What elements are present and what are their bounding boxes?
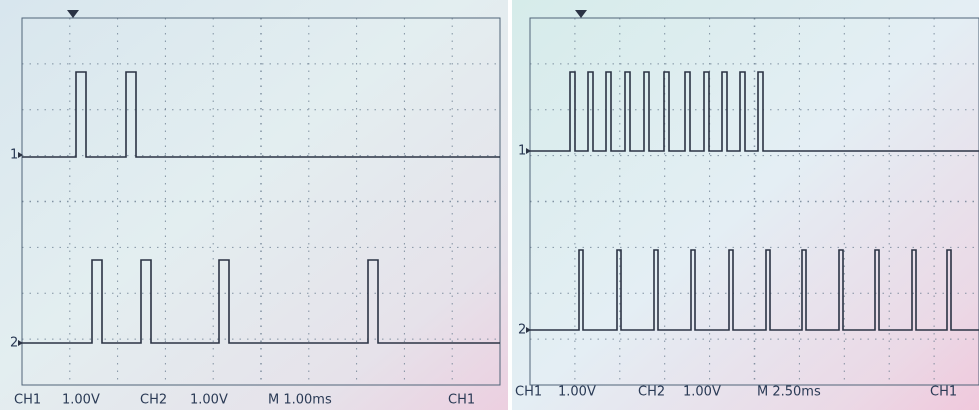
screen-right: 1 2 CH1 1.00V CH2 1.00V M 2.50ms CH1 <box>515 10 979 400</box>
screen-background <box>512 0 979 410</box>
status-label: M 2.50ms <box>757 385 821 400</box>
status-label: M 1.00ms <box>268 393 332 408</box>
status-label: CH1 <box>14 393 41 408</box>
channel-marker: 1 <box>518 144 526 159</box>
status-label: CH2 <box>638 385 665 400</box>
waveform-trace <box>22 71 500 158</box>
status-label: CH1 <box>930 385 957 400</box>
screen-background <box>0 0 508 410</box>
status-label: 1.00V <box>683 385 721 400</box>
status-label: 1.00V <box>62 393 100 408</box>
waveform-trace <box>530 249 979 331</box>
channel-marker: 1 <box>10 148 18 163</box>
status-label: CH1 <box>448 393 475 408</box>
status-label: CH2 <box>140 393 167 408</box>
channel-arrow <box>18 152 23 158</box>
waveform-trace <box>22 259 500 344</box>
graticule-border <box>21 17 501 386</box>
status-label: 1.00V <box>190 393 228 408</box>
status-label: 1.00V <box>558 385 596 400</box>
trigger-arrow <box>67 10 79 18</box>
trigger-arrow <box>575 10 587 18</box>
channel-arrow <box>526 327 531 333</box>
channel-arrow <box>18 340 23 346</box>
graticule-border <box>529 17 979 386</box>
channel-marker: 2 <box>10 336 18 351</box>
channel-arrow <box>526 148 531 154</box>
screen-left: 1 2 CH1 1.00V CH2 1.00V M 1.00ms CH1 <box>10 10 501 408</box>
status-label: CH1 <box>515 385 542 400</box>
channel-marker: 2 <box>518 323 526 338</box>
waveform-trace <box>530 71 979 152</box>
